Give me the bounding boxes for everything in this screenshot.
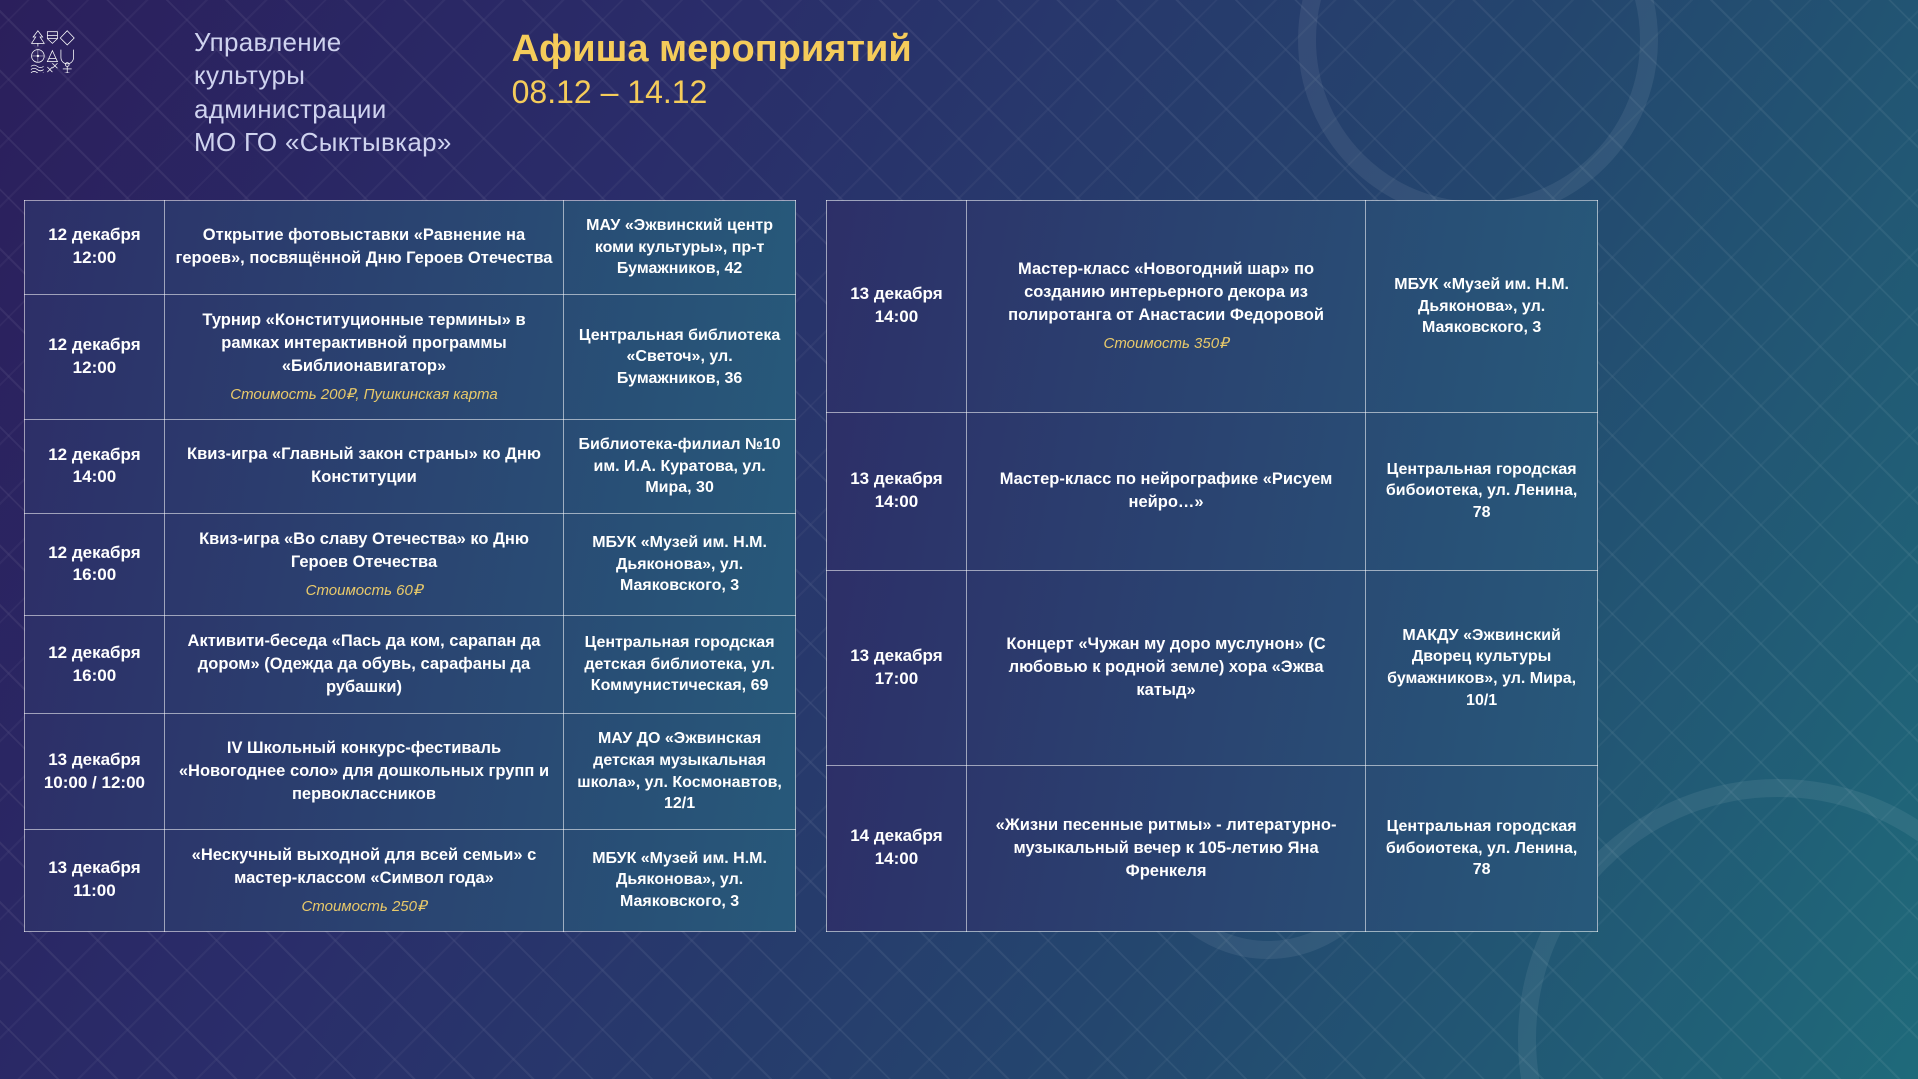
poster-page: Управление культуры администрации МО ГО … — [0, 0, 1918, 1079]
left-table-date-2: 12 декабря 14:00 — [25, 420, 165, 514]
left-table-desc-3: Квиз-игра «Во славу Отечества» ко Дню Ге… — [164, 513, 563, 615]
left-table-desc-5: IV Школьный конкурс-фестиваль «Новогодне… — [164, 714, 563, 829]
left-table-row: 13 декабря 11:00 «Нескучный выходной для в… — [25, 829, 796, 931]
poster-date-range: 08.12 – 14.12 — [512, 74, 912, 111]
left-table-desc-6: «Нескучный выходной для всей семьи» с ма… — [164, 829, 563, 931]
left-table-place-0: МАУ «Эжвинский центр коми культуры», пр-… — [564, 201, 796, 295]
left-table-price-1: Стоимость 200₽, Пушкинская карта — [175, 384, 553, 405]
left-table-place-2: Библиотека-филиал №10 им. И.А. Куратова,… — [564, 420, 796, 514]
left-table-row: 12 декабря 14:00 Квиз-игра «Главный закон … — [25, 420, 796, 514]
left-table-price-3: Стоимость 60₽ — [175, 580, 553, 601]
poster-title: Афиша мероприятий — [512, 28, 912, 72]
organization-logo-icon — [26, 22, 176, 172]
right-table-desc-2: Концерт «Чужан му доро муслунон» (С любо… — [966, 570, 1365, 765]
right-table-place-1: Центральная городская бибоиотека, ул. Ле… — [1366, 412, 1598, 570]
left-table-row: 12 декабря 16:00 Квиз-игра «Во славу Отече… — [25, 513, 796, 615]
left-table-place-4: Центральная городская детская библиотека… — [564, 616, 796, 714]
left-table-row: 12 декабря 12:00 Открытие фотовыставки «Ра… — [25, 201, 796, 295]
left-table-place-1: Центральная библиотека «Светоч», ул. Бум… — [564, 294, 796, 419]
left-table-price-6: Стоимость 250₽ — [175, 896, 553, 917]
left-table-place-3: МБУК «Музей им. Н.М. Дьяконова», ул. Мая… — [564, 513, 796, 615]
right-table-place-0: МБУК «Музей им. Н.М. Дьяконова», ул. Мая… — [1366, 201, 1598, 413]
right-table-row: 13 декабря 14:00 Мастер-класс по нейрограф… — [827, 412, 1598, 570]
schedule-table-left: 12 декабря 12:00 Открытие фотовыставки «Ра… — [24, 200, 796, 932]
left-table-row: 13 декабря 10:00 / 12:00 IV Школьный конку… — [25, 714, 796, 829]
left-table-place-6: МБУК «Музей им. Н.М. Дьяконова», ул. Мая… — [564, 829, 796, 931]
left-table-desc-1: Турнир «Конституционные термины» в рамка… — [164, 294, 563, 419]
schedule-table-right: 13 декабря 14:00 Мастер-класс «Новогодний … — [826, 200, 1598, 932]
right-table-row: 14 декабря 14:00 «Жизни песенные ритмы» - … — [827, 765, 1598, 931]
organization-title: Управление культуры администрации МО ГО … — [194, 26, 452, 159]
left-table-date-3: 12 декабря 16:00 — [25, 513, 165, 615]
right-table-place-2: МАКДУ «Эжвинский Дворец культуры бумажни… — [1366, 570, 1598, 765]
poster-title-block: Афиша мероприятий 08.12 – 14.12 — [512, 28, 912, 111]
header-section: Управление культуры администрации МО ГО … — [0, 0, 1918, 182]
right-table-place-3: Центральная городская бибоиотека, ул. Ле… — [1366, 765, 1598, 931]
left-table-desc-2: Квиз-игра «Главный закон страны» ко Дню … — [164, 420, 563, 514]
right-table-date-3: 14 декабря 14:00 — [827, 765, 967, 931]
schedule-table-right-body: 13 декабря 14:00 Мастер-класс «Новогодний … — [827, 201, 1598, 932]
right-table-desc-0: Мастер-класс «Новогодний шар» по создани… — [966, 201, 1365, 413]
left-table-date-6: 13 декабря 11:00 — [25, 829, 165, 931]
tables-container: 12 декабря 12:00 Открытие фотовыставки «Ра… — [0, 182, 1918, 932]
left-table-date-1: 12 декабря 12:00 — [25, 294, 165, 419]
right-table-row: 13 декабря 14:00 Мастер-класс «Новогодний … — [827, 201, 1598, 413]
right-table-desc-3: «Жизни песенные ритмы» - литературно-муз… — [966, 765, 1365, 931]
left-table-date-4: 12 декабря 16:00 — [25, 616, 165, 714]
schedule-table-left-body: 12 декабря 12:00 Открытие фотовыставки «Ра… — [25, 201, 796, 932]
left-table-desc-0: Открытие фотовыставки «Равнение на герое… — [164, 201, 563, 295]
right-table-date-1: 13 декабря 14:00 — [827, 412, 967, 570]
left-table-place-5: МАУ ДО «Эжвинская детская музыкальная шк… — [564, 714, 796, 829]
right-table-date-2: 13 декабря 17:00 — [827, 570, 967, 765]
right-table-price-0: Стоимость 350₽ — [977, 333, 1355, 354]
left-table-row: 12 декабря 12:00 Турнир «Конституционные т… — [25, 294, 796, 419]
left-table-date-5: 13 декабря 10:00 / 12:00 — [25, 714, 165, 829]
right-table-date-0: 13 декабря 14:00 — [827, 201, 967, 413]
left-table-desc-4: Активити-беседа «Пась да ком, сарапан да… — [164, 616, 563, 714]
right-table-desc-1: Мастер-класс по нейрографике «Рисуем ней… — [966, 412, 1365, 570]
left-table-row: 12 декабря 16:00 Активити-беседа «Пась да … — [25, 616, 796, 714]
left-table-date-0: 12 декабря 12:00 — [25, 201, 165, 295]
right-table-row: 13 декабря 17:00 Концерт «Чужан му доро му… — [827, 570, 1598, 765]
